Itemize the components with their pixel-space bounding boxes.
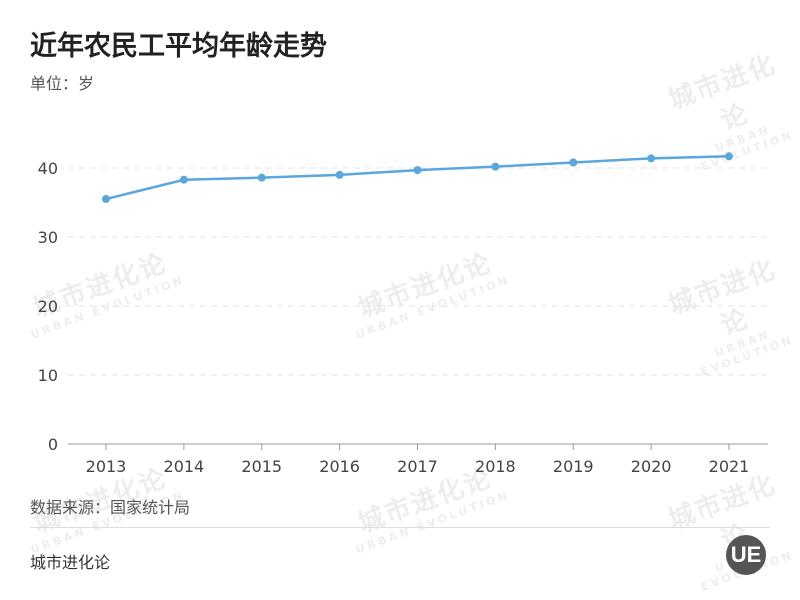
divider: [30, 527, 770, 528]
data-point: [257, 173, 266, 182]
data-point: [102, 195, 110, 204]
data-point: [179, 175, 188, 184]
y-tick-label: 30: [38, 228, 58, 247]
chart-title: 近年农民工平均年龄走势: [30, 31, 327, 62]
y-tick-label: 10: [38, 366, 58, 385]
data-point: [413, 166, 422, 175]
data-point: [335, 170, 344, 179]
data-point: [569, 158, 578, 167]
data-source: 数据来源：国家统计局: [30, 498, 191, 517]
x-tick-label: 2019: [553, 457, 594, 476]
x-tick-label: 2014: [164, 457, 205, 476]
y-tick-label: 20: [38, 297, 58, 316]
data-point: [491, 162, 500, 171]
x-tick-label: 2018: [475, 457, 516, 476]
x-tick-label: 2013: [86, 457, 127, 476]
brand-name: 城市进化论: [30, 553, 111, 572]
brand-logo: UE: [726, 535, 766, 575]
x-tick-label: 2021: [709, 457, 750, 476]
x-tick-label: 2015: [241, 457, 282, 476]
series-line: [105, 155, 730, 201]
x-tick-label: 2016: [319, 457, 360, 476]
data-point: [725, 152, 733, 161]
y-tick-label: 0: [48, 435, 58, 454]
y-tick-label: 40: [38, 159, 58, 178]
y-axis-unit: 单位：岁: [30, 74, 95, 93]
x-tick-label: 2020: [631, 457, 672, 476]
x-tick-label: 2017: [397, 457, 438, 476]
data-point: [647, 154, 656, 163]
